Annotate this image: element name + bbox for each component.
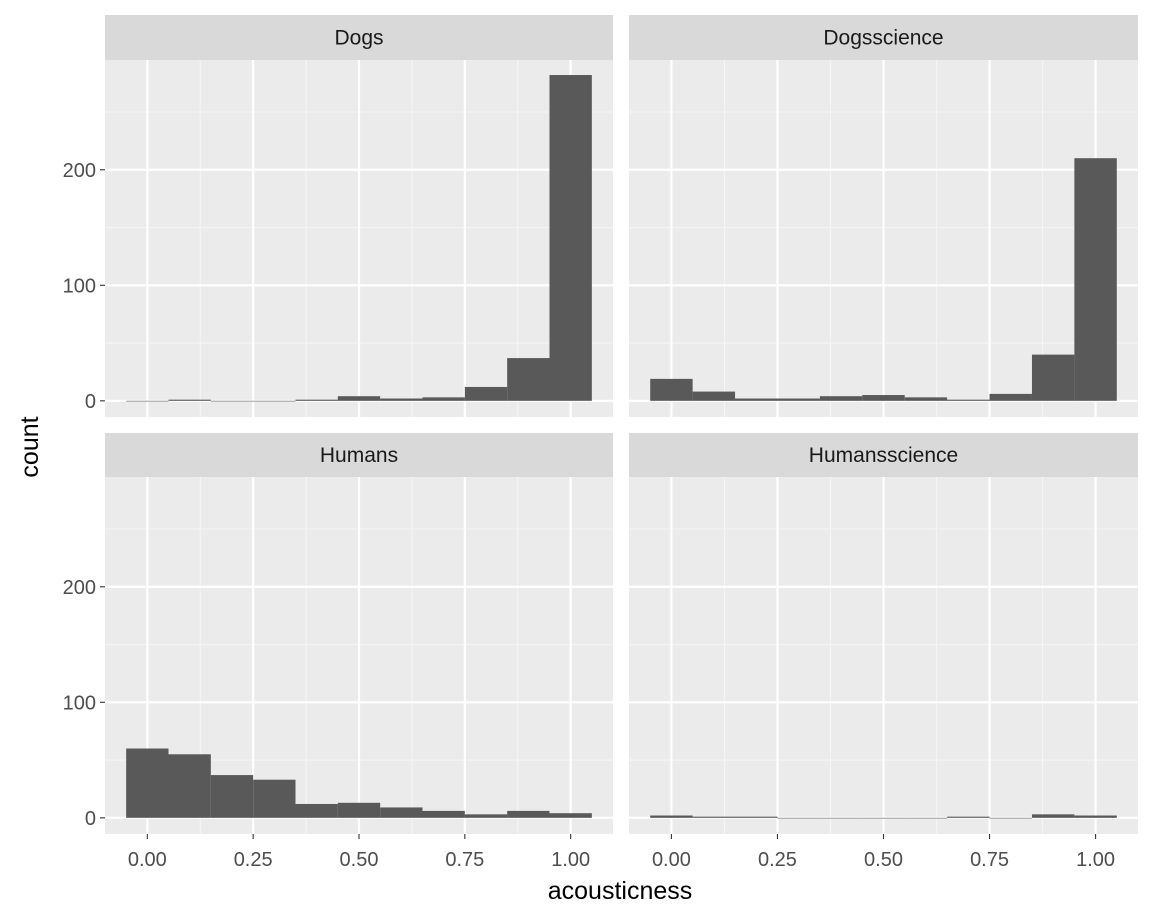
histogram-bar [126, 400, 169, 402]
histogram-bar [989, 393, 1032, 401]
histogram-bar [168, 754, 211, 818]
histogram-bar [295, 399, 338, 401]
histogram-bar [735, 398, 778, 401]
histogram-bar [337, 802, 381, 818]
histogram-bar [862, 395, 905, 401]
histogram-bar [295, 803, 338, 818]
histogram-bar [1074, 815, 1117, 818]
x-tick-label: 0.25 [234, 849, 273, 871]
histogram-bar [210, 775, 254, 818]
histogram-bar [989, 817, 1032, 819]
histogram-bar [422, 810, 465, 818]
histogram-bar [904, 397, 948, 401]
facet-strip [105, 15, 613, 60]
facet-strip-label: Humansscience [809, 444, 958, 467]
y-tick-label: 0 [85, 808, 96, 830]
histogram-bar [464, 814, 508, 818]
facet-strip-label: Dogsscience [823, 27, 943, 50]
facet-strip-label: Dogs [334, 27, 383, 50]
facet-panels: Dogs 0 100 200 Dogsscience Humans 0 100 200 0.00 0… [63, 15, 1138, 871]
histogram-bar [1074, 158, 1117, 401]
facet-panel-dogs: Dogs 0 100 200 [63, 15, 613, 417]
histogram-bar [777, 817, 820, 819]
y-axis-title: count [16, 416, 44, 477]
facet-strip [629, 433, 1138, 477]
histogram-bar [507, 810, 550, 818]
histogram-bar [380, 398, 423, 401]
y-tick-label: 0 [85, 391, 96, 413]
histogram-bar [904, 817, 948, 819]
histogram-bar [337, 396, 381, 401]
histogram-bar [947, 399, 990, 401]
x-tick-label: 0.00 [652, 849, 691, 871]
x-tick-label: 0.75 [970, 849, 1009, 871]
x-tick-label: 0.25 [758, 849, 797, 871]
facet-strip [105, 433, 613, 477]
histogram-bar [692, 391, 736, 401]
histogram-bar [819, 817, 863, 819]
histogram-bar [1031, 814, 1075, 818]
histogram-bar [253, 779, 296, 818]
x-tick-label: 0.00 [128, 849, 167, 871]
histogram-bar [549, 75, 592, 401]
histogram-bar [126, 748, 169, 818]
facet-panel-dogsscience: Dogsscience [629, 15, 1138, 417]
histogram-bar [253, 400, 296, 402]
histogram-bar [650, 378, 693, 401]
x-axis-title: acousticness [548, 877, 693, 905]
x-tick-label: 0.75 [445, 849, 484, 871]
histogram-bar [507, 358, 550, 401]
x-tick-label: 0.50 [864, 849, 903, 871]
facet-strip-label: Humans [320, 444, 398, 467]
histogram-bar [549, 813, 592, 818]
histogram-bar [735, 816, 778, 818]
histogram-bar [464, 386, 508, 401]
facet-panel-humans: Humans 0 100 200 0.00 0.25 0.50 0.75 1.00 [63, 433, 613, 871]
histogram-bar [777, 398, 820, 401]
facet-strip [629, 15, 1138, 60]
histogram-bar [210, 400, 254, 402]
histogram-bar [692, 816, 736, 818]
histogram-bar [168, 399, 211, 401]
y-tick-label: 100 [63, 692, 96, 714]
y-tick-label: 200 [63, 160, 96, 182]
histogram-bar [947, 816, 990, 818]
x-tick-label: 1.00 [551, 849, 590, 871]
x-tick-label: 0.50 [340, 849, 379, 871]
histogram-bar [1031, 354, 1075, 401]
histogram-bar [862, 817, 905, 819]
facet-panel-humansscience: Humansscience 0.00 0.25 0.50 0.75 1.00 [629, 433, 1138, 871]
y-tick-label: 100 [63, 275, 96, 297]
y-tick-label: 200 [63, 577, 96, 599]
histogram-bar [422, 397, 465, 401]
histogram-bar [819, 396, 863, 401]
x-tick-label: 1.00 [1076, 849, 1115, 871]
histogram-bar [380, 807, 423, 818]
histogram-bar [650, 815, 693, 818]
